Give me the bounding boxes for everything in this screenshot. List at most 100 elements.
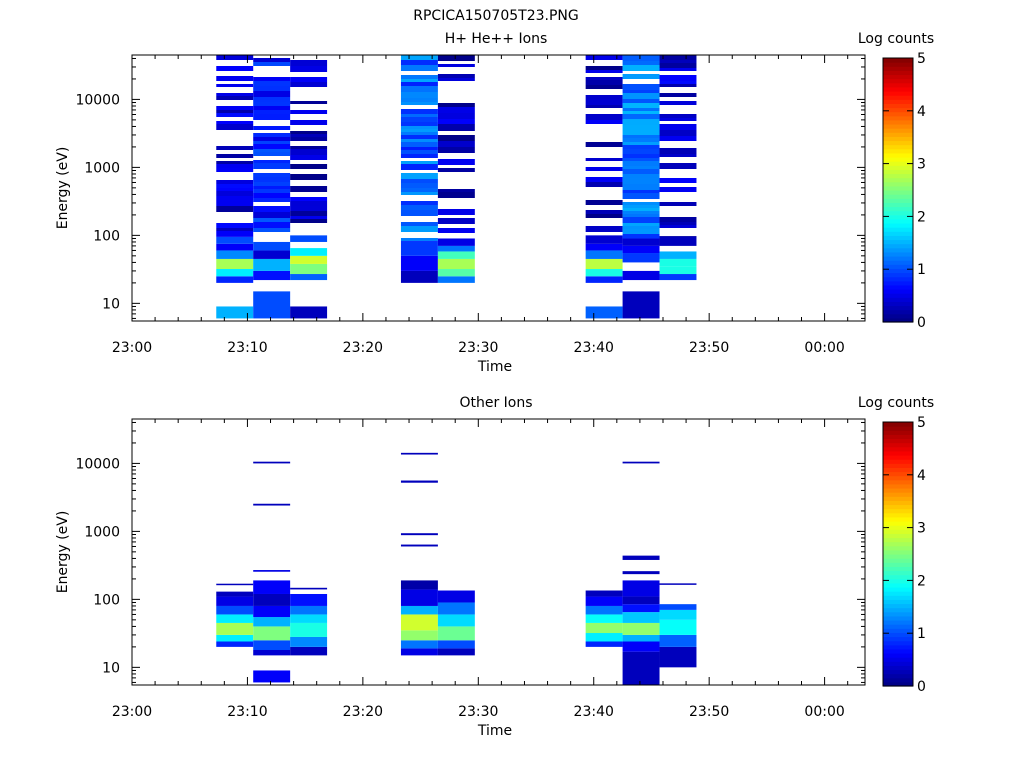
colorbar-segment [883,438,913,444]
spectrogram-cell [253,149,291,152]
spectrogram-cell [400,183,438,188]
spectrogram-cell [253,250,291,259]
spectrogram-cell [585,142,623,147]
spectrogram-cell [290,134,328,137]
colorbar-tick-label: 1 [917,626,926,642]
spectrogram-cell [437,78,475,81]
spectrogram-cell [622,229,660,234]
y-tick-label: 100 [93,228,120,244]
spectrogram-cell [400,150,438,154]
panel-other-ions: Other Ions 23:00 23:10 23:20 23:30 23:40 23:5… [55,395,934,739]
spectrogram-cell [253,218,291,222]
colorbar-segment [883,566,913,572]
spectrogram-cell [216,121,254,124]
spectrogram-cell [400,147,438,150]
spectrogram-cell [659,583,697,585]
spectrogram-cell [216,55,254,60]
spectrogram-cell [400,164,438,170]
spectrogram-cell [437,238,475,246]
spectrogram-cell [216,188,254,191]
y-tick-label: 10000 [75,456,120,472]
spectrogram-cell [216,258,254,270]
spectrogram-cell [216,184,254,188]
colorbar-tick-label: 3 [917,157,926,173]
spectrogram-cell [622,130,660,135]
colorbar-segment [883,284,913,290]
colorbar-segment [883,554,913,559]
spectrogram-cell [585,85,623,89]
spectrogram-cell [400,210,438,216]
spectrogram-cell [585,590,623,597]
spectrogram-cell [400,238,438,241]
colorbar-segment [883,247,913,253]
colorbar-segment [883,124,913,129]
spectrogram-cell [253,206,291,212]
spectrogram-cell [585,235,623,244]
spectrogram-cell [585,167,623,171]
spectrogram-cell [253,212,291,218]
spectrogram-cell [622,205,660,208]
spectrogram-cell [290,201,328,206]
colorbar-segment [883,140,913,146]
colorbar-segment [883,504,913,510]
spectrogram-cell [253,62,291,66]
spectrogram-cell [216,605,254,615]
spectrogram-cell [437,150,475,153]
colorbar-tick-label: 0 [917,679,926,695]
colorbar-segment [883,673,913,679]
spectrogram-cell [400,452,438,455]
spectrogram-cell [437,602,475,615]
spectrogram-cell [253,81,291,86]
colorbar-segment [883,91,913,96]
spectrogram-cell [622,99,660,103]
spectrogram-cell [622,174,660,178]
spectrogram-cell [585,633,623,642]
colorbar-segment [883,624,913,629]
spectrogram-cell [400,605,438,615]
spectrogram-cell [400,630,438,641]
spectrogram-cell [216,196,254,201]
colorbar-tick-label: 4 [917,104,926,120]
spectrogram-cell [437,189,475,192]
spectrogram-cell [622,138,660,142]
spectrogram-cell [290,120,328,125]
spectrogram-cells [216,55,697,319]
colorbar-segment [883,512,913,518]
spectrogram-cell [253,258,291,271]
colorbar-segment [883,58,913,63]
spectrogram-cell [290,636,328,647]
colorbar-segment [883,574,913,580]
colorbar-segment [883,231,913,236]
colorbar-segment [883,70,913,76]
spectrogram-cell [437,141,475,147]
panel-title: Other Ions [459,395,532,411]
spectrogram-cell [437,626,475,641]
spectrogram-cell [253,670,291,683]
spectrogram-cell [290,101,328,104]
spectrogram-cell [659,202,697,206]
spectrogram-cell [400,226,438,232]
spectrogram-cell [585,210,623,214]
spectrogram-cell [216,223,254,228]
y-tick-label: 100 [93,592,120,608]
spectrogram-cell [253,186,291,189]
x-tick-label: 23:30 [458,340,498,356]
spectrogram-cell [622,135,660,138]
spectrogram-cell [622,596,660,605]
spectrogram-cell [400,241,438,256]
colorbar-segment [883,272,913,278]
figure-title: RPCICA150705T23.PNG [413,8,578,24]
colorbar-segment [883,165,913,170]
colorbar-segment [883,644,913,650]
spectrogram-cell [659,68,697,71]
spectrogram-cell [253,110,291,114]
colorbar-segment [883,86,913,92]
spectrogram-cell [622,634,660,642]
y-tick-label: 1000 [84,524,120,540]
spectrogram-cell [216,641,254,647]
colorbar-segment [883,74,913,80]
spectrogram-cell [290,146,328,149]
spectrogram-cell [585,77,623,80]
spectrogram-cell [253,137,291,141]
spectrogram-cell [216,591,254,597]
